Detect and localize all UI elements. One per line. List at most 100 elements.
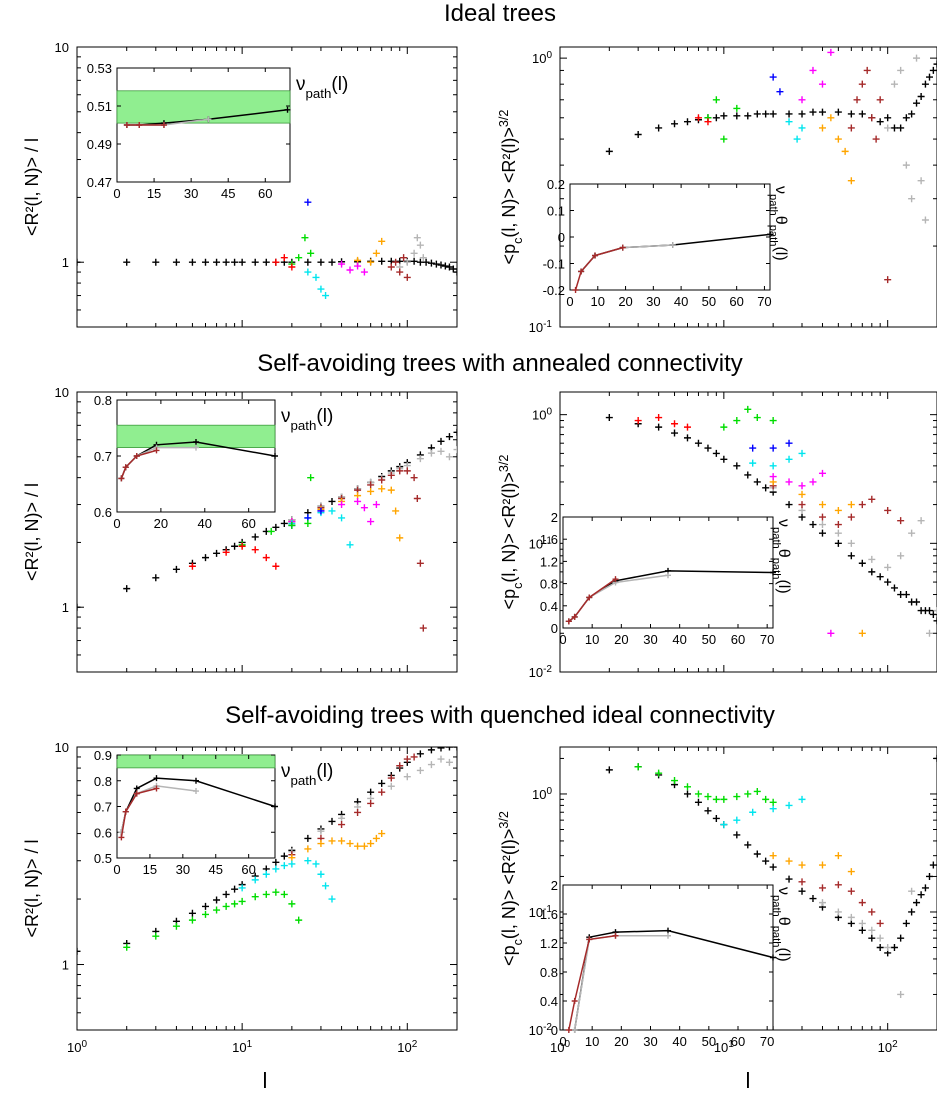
data-point-black [847, 919, 855, 927]
data-point-black [634, 130, 642, 138]
inset-x-tick-label: 10 [591, 294, 605, 309]
data-point-black [908, 110, 916, 118]
data-point-orange [346, 840, 354, 848]
data-point-black [712, 449, 720, 457]
data-point-blue [776, 88, 784, 96]
inset-y-tick-label: -0.2 [543, 283, 565, 298]
data-point-orange [818, 861, 826, 869]
data-point-black [876, 944, 884, 952]
data-point-magenta [372, 501, 380, 509]
data-point-black [152, 258, 160, 266]
data-point-cyan [280, 862, 288, 870]
data-point-black [441, 262, 449, 270]
data-point-gray [427, 761, 435, 769]
data-point-black [123, 258, 131, 266]
data-point-black [683, 434, 691, 442]
data-point-black [231, 885, 239, 893]
data-point-brown [834, 881, 842, 889]
data-point-black [238, 258, 246, 266]
inset-x-tick-label: 15 [147, 186, 161, 201]
data-point-cyan [322, 292, 330, 300]
data-point-orange [834, 506, 842, 514]
data-point-black [929, 861, 937, 869]
inset-point-black [272, 453, 278, 459]
inset-y-tick-label: 1.6 [540, 532, 558, 547]
y-tick-label: 1 [62, 255, 69, 270]
inset-point-brown [592, 252, 598, 259]
data-point-gray [921, 216, 929, 224]
data-point-black [262, 258, 270, 266]
data-point-green [272, 888, 280, 896]
data-point-gray [437, 447, 445, 455]
inset-y-tick-label: 0.2 [547, 177, 565, 192]
inset-label: νpath(l) [296, 74, 348, 101]
data-point-green [188, 916, 196, 924]
data-point-black [926, 872, 934, 880]
inset-x-tick-label: 0 [113, 186, 120, 201]
data-point-brown [818, 513, 826, 521]
data-point-cyan [798, 449, 806, 457]
data-point-magenta [827, 48, 835, 56]
data-point-brown [884, 276, 892, 284]
data-point-gray [897, 990, 905, 998]
data-point-brown [853, 96, 861, 104]
data-point-black [671, 429, 679, 437]
data-point-black [280, 852, 288, 860]
data-point-cyan [312, 860, 320, 868]
data-point-magenta [827, 629, 835, 637]
data-point-brown [403, 755, 411, 763]
data-point-gray [419, 254, 427, 262]
data-point-green [262, 890, 270, 898]
data-point-black [897, 124, 905, 132]
data-points [77, 428, 457, 632]
inset-x-tick-label: 40 [672, 1034, 686, 1049]
data-point-cyan [749, 808, 757, 816]
data-point-orange [367, 258, 375, 266]
inset-y-tick-label: 0.51 [87, 99, 112, 114]
data-point-black [328, 817, 336, 825]
inset-line-brown [120, 787, 157, 838]
data-point-gray [890, 80, 898, 88]
data-point-red [272, 258, 280, 266]
data-point-black [902, 114, 910, 122]
inset-x-tick-label: 0 [113, 862, 120, 877]
data-point-black [188, 258, 196, 266]
data-point-black [834, 108, 842, 116]
data-point-green [307, 474, 315, 482]
data-point-gray [902, 161, 910, 169]
data-point-cyan [328, 895, 336, 903]
inset-frame [116, 754, 276, 859]
data-point-black [304, 834, 312, 842]
y-tick-label: 10 [55, 40, 69, 55]
inset-point-brown [586, 594, 593, 601]
data-point-black [785, 501, 793, 509]
inset-point-brown [612, 932, 619, 939]
data-point-orange [834, 852, 842, 860]
data-point-black [868, 568, 876, 576]
data-point-black [694, 798, 702, 806]
section-title-annealed: Self-avoiding trees with annealed connec… [257, 350, 743, 377]
data-point-black [921, 884, 929, 892]
data-point-green [172, 922, 180, 930]
inset-x-tick-label: 50 [702, 294, 716, 309]
data-point-brown [392, 258, 400, 266]
data-point-brown [868, 495, 876, 503]
data-point-black [188, 909, 196, 917]
data-point-brown [367, 799, 375, 807]
data-point-black [890, 124, 898, 132]
data-point-black [785, 875, 793, 883]
y-tick-label: 100 [532, 785, 552, 802]
data-point-black [213, 549, 221, 557]
inset-x-tick-label: 0 [113, 516, 120, 531]
data-point-brown [847, 887, 855, 895]
data-point-black [818, 529, 826, 537]
inset-point-brown [565, 618, 572, 625]
data-point-orange [354, 842, 362, 850]
inset-x-tick-label: 40 [198, 516, 212, 531]
inset-point-brown [586, 936, 593, 943]
data-point-green [671, 777, 679, 785]
inset-point-brown [571, 998, 578, 1004]
inset-x-tick-label: 0 [559, 1034, 566, 1049]
data-point-black [437, 261, 445, 269]
data-point-brown [387, 263, 395, 271]
